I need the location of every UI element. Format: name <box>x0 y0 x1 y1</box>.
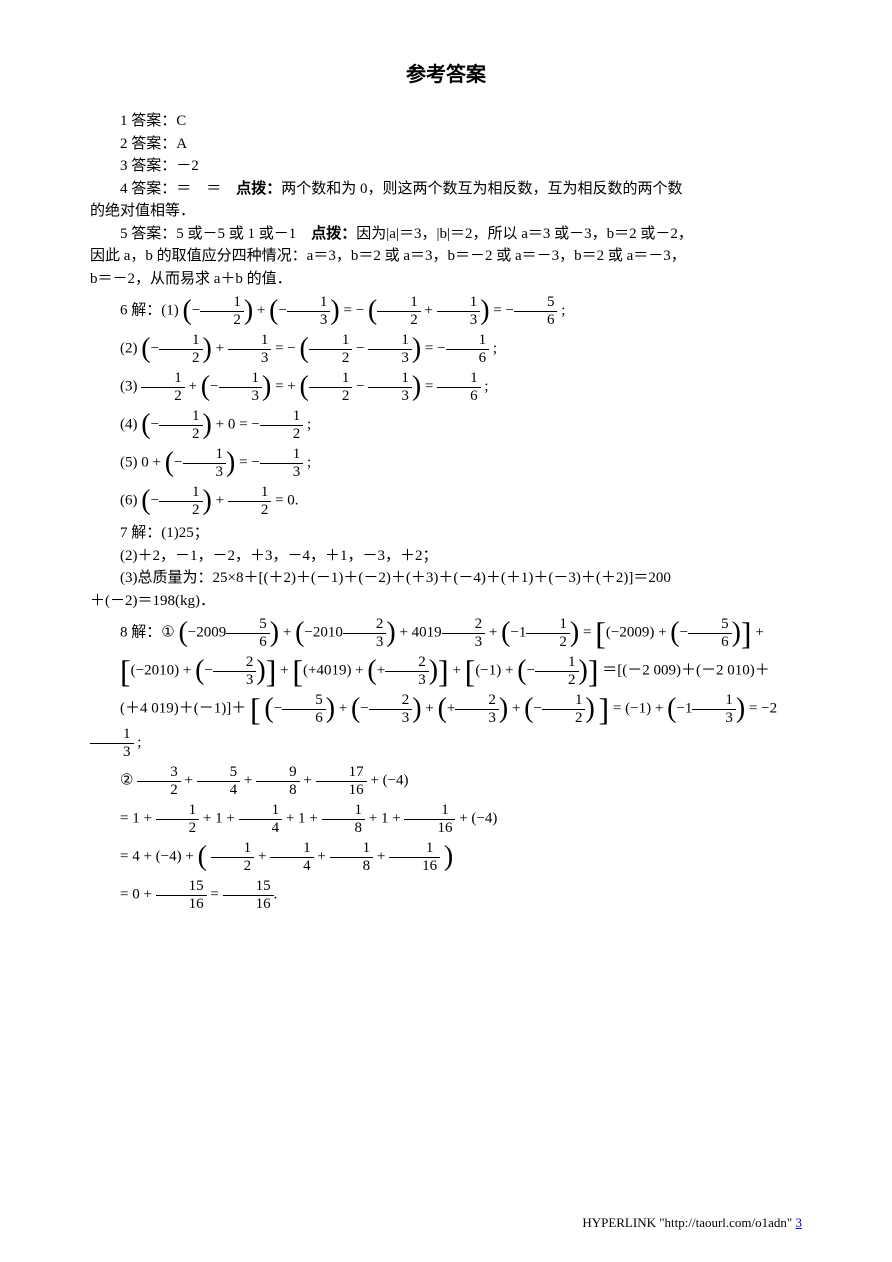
answer-5-line2: 因此 a，b 的取值应分四种情况：a＝3，b＝2 或 a＝3，b＝－2 或 a＝… <box>90 245 802 268</box>
q6-eq3: (3) 12 + (−13) = + (12 − 13) = 16 ; <box>90 370 802 404</box>
q8-label: 8 解： <box>120 624 161 640</box>
tip-label: 点拨： <box>311 226 356 242</box>
q8-line1: 8 解：① (−200956) + (−201023) + 401923 + (… <box>90 616 802 650</box>
q8-line6: = 4 + (−4) + ( 12 + 14 + 18 + 116 ) <box>90 840 802 874</box>
q6-eq6: (6) (−12) + 12 = 0. <box>90 484 802 518</box>
answer-4-result: 4 答案：＝ ＝ <box>120 181 236 197</box>
q8-line3: (＋4 019)＋(－1)]＋ [ (−56) + (−23) + (+23) … <box>90 692 802 760</box>
hyperlink-text: HYPERLINK "http://taourl.com/o1adn" <box>582 1215 795 1230</box>
answer-3: 3 答案：－2 <box>90 155 802 178</box>
q8-line7: = 0 + 1516 = 1516. <box>90 878 802 912</box>
answer-7-line2: (2)＋2，－1，－2，＋3，－4，＋1，－3，＋2； <box>90 545 802 568</box>
answer-4-tip: 两个数和为 0，则这两个数互为相反数，互为相反数的两个数 <box>281 181 682 197</box>
q6-label: 6 解： <box>120 302 161 318</box>
answer-7-line4: ＋(－2)＝198(kg)． <box>90 590 802 613</box>
q8-tail2: (＋4 019)＋(－1)]＋ <box>120 700 246 716</box>
q6-eq2: (2) (−12) + 13 = − (12 − 13) = −16 ; <box>90 332 802 366</box>
q8-line5: = 1 + 12 + 1 + 14 + 1 + 18 + 1 + 116 + (… <box>90 802 802 836</box>
tip-label: 点拨： <box>236 181 281 197</box>
answer-5-line1: 5 答案：5 或－5 或 1 或－1 点拨：因为|a|＝3，|b|＝2，所以 a… <box>90 223 802 246</box>
q6-eq4: (4) (−12) + 0 = −12 ; <box>90 408 802 442</box>
page-title: 参考答案 <box>90 60 802 90</box>
answer-1: 1 答案：C <box>90 110 802 133</box>
q6-eq1: 6 解：(1) (−12) + (−13) = − (12 + 13) = −5… <box>90 294 802 328</box>
answer-7-line3: (3)总质量为：25×8＋[(＋2)＋(－1)＋(－2)＋(＋3)＋(－4)＋(… <box>90 567 802 590</box>
q8-line2: [(−2010) + (−23)] + [(+4019) + (+23)] + … <box>90 654 802 688</box>
answer-4-line2: 的绝对值相等． <box>90 200 802 223</box>
page-number-link[interactable]: 3 <box>796 1215 803 1230</box>
answer-4-line1: 4 答案：＝ ＝ 点拨：两个数和为 0，则这两个数互为相反数，互为相反数的两个数 <box>90 178 802 201</box>
answer-5-line3: b＝－2，从而易求 a＋b 的值． <box>90 268 802 291</box>
answer-7-line1: 7 解：(1)25； <box>90 522 802 545</box>
q8-tail1: ＝[(－2 009)＋(－2 010)＋ <box>602 662 769 678</box>
q6-eq5: (5) 0 + (−13) = −13 ; <box>90 446 802 480</box>
answer-5-tip: 因为|a|＝3，|b|＝2，所以 a＝3 或－3，b＝2 或－2， <box>356 226 693 242</box>
answer-5-result: 5 答案：5 或－5 或 1 或－1 <box>120 226 311 242</box>
answer-2: 2 答案：A <box>90 133 802 156</box>
q8-line4: ② 32 + 54 + 98 + 1716 + (−4) <box>90 764 802 798</box>
footer: HYPERLINK "http://taourl.com/o1adn" 3 <box>582 1213 802 1233</box>
